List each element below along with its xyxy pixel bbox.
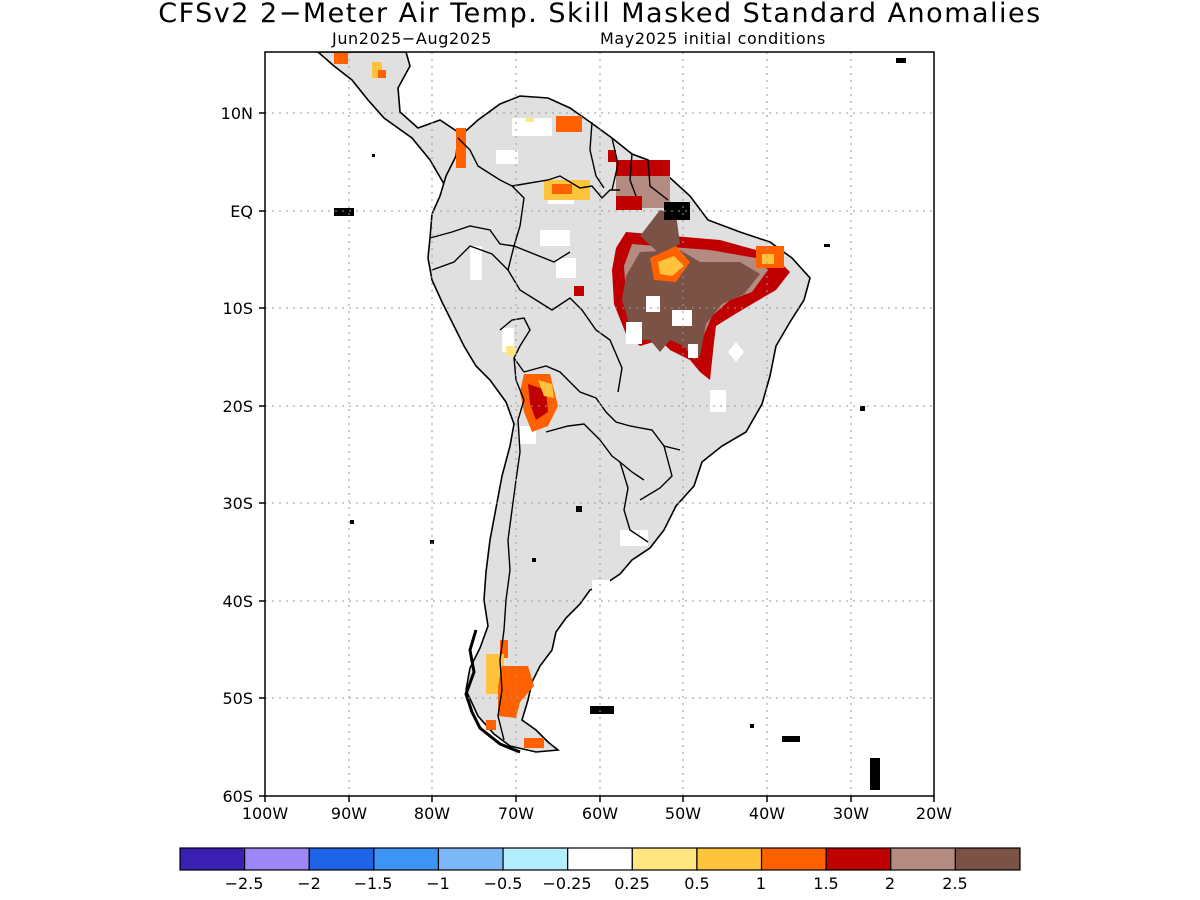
colorbar-swatch bbox=[373, 847, 440, 871]
y-tick-label: 40S bbox=[222, 592, 253, 611]
colorbar-label: −2 bbox=[297, 874, 321, 893]
colorbar-swatch bbox=[954, 847, 1021, 871]
colorbar-label: −0.25 bbox=[542, 874, 591, 893]
x-tick-label: 50W bbox=[665, 804, 701, 823]
central-america-land bbox=[316, 52, 463, 186]
colorbar-swatch bbox=[760, 847, 827, 871]
y-tick-label: 50S bbox=[222, 689, 253, 708]
colorbar-label: 2.5 bbox=[942, 874, 967, 893]
x-tick-label: 90W bbox=[331, 804, 367, 823]
x-tick-label: 100W bbox=[242, 804, 289, 823]
x-tick-label: 80W bbox=[414, 804, 450, 823]
x-tick-label: 60W bbox=[582, 804, 618, 823]
colorbar-swatch bbox=[308, 847, 375, 871]
x-axis-labels: 100W 90W 80W 70W 60W 50W 40W 30W 20W bbox=[242, 804, 952, 823]
x-tick-label: 40W bbox=[749, 804, 785, 823]
x-tick-label: 70W bbox=[498, 804, 534, 823]
anomaly-patches bbox=[334, 52, 790, 748]
colorbar-swatch bbox=[502, 847, 569, 871]
colorbar-swatch bbox=[696, 847, 763, 871]
x-tick-label: 20W bbox=[916, 804, 952, 823]
colorbar-labels: −2.5 −2 −1.5 −1 −0.5 −0.25 0.25 0.5 1 1.… bbox=[225, 874, 968, 893]
colorbar-swatch bbox=[631, 847, 698, 871]
colorbar-label: 0.5 bbox=[684, 874, 709, 893]
y-tick-label: 20S bbox=[222, 397, 253, 416]
map-layers bbox=[316, 52, 906, 790]
colorbar-label: 1 bbox=[756, 874, 766, 893]
x-tick-label: 30W bbox=[833, 804, 869, 823]
colorbar-swatch bbox=[179, 847, 246, 871]
initial-conditions: May2025 initial conditions bbox=[600, 29, 826, 48]
y-tick-label: 10N bbox=[221, 104, 253, 123]
forecast-period: Jun2025−Aug2025 bbox=[332, 29, 493, 48]
chile-fjords bbox=[464, 629, 521, 754]
colorbar-label: 0.25 bbox=[614, 874, 650, 893]
colorbar-label: 1.5 bbox=[813, 874, 838, 893]
y-tick-label: 30S bbox=[222, 494, 253, 513]
colorbar-label: 2 bbox=[885, 874, 895, 893]
colorbar bbox=[179, 847, 1021, 871]
y-tick-label: 10S bbox=[222, 299, 253, 318]
country-borders bbox=[429, 121, 681, 741]
islands bbox=[334, 58, 906, 790]
tick-marks bbox=[259, 112, 935, 802]
y-tick-label: 60S bbox=[222, 787, 253, 806]
colorbar-label: −0.5 bbox=[484, 874, 523, 893]
colorbar-swatch bbox=[567, 847, 633, 871]
colorbar-swatch bbox=[437, 847, 504, 871]
y-tick-label: EQ bbox=[230, 202, 253, 221]
colorbar-swatch bbox=[244, 847, 310, 871]
colorbar-swatch bbox=[890, 847, 956, 871]
colorbar-swatch bbox=[825, 847, 892, 871]
grid-lines bbox=[265, 52, 934, 796]
y-axis-labels: 10N EQ 10S 20S 30S 40S 50S 60S bbox=[221, 104, 253, 806]
colorbar-label: −1 bbox=[426, 874, 450, 893]
chart-title: CFSv2 2−Meter Air Temp. Skill Masked Sta… bbox=[158, 0, 1042, 29]
colorbar-label: −2.5 bbox=[225, 874, 264, 893]
colorbar-label: −1.5 bbox=[354, 874, 393, 893]
